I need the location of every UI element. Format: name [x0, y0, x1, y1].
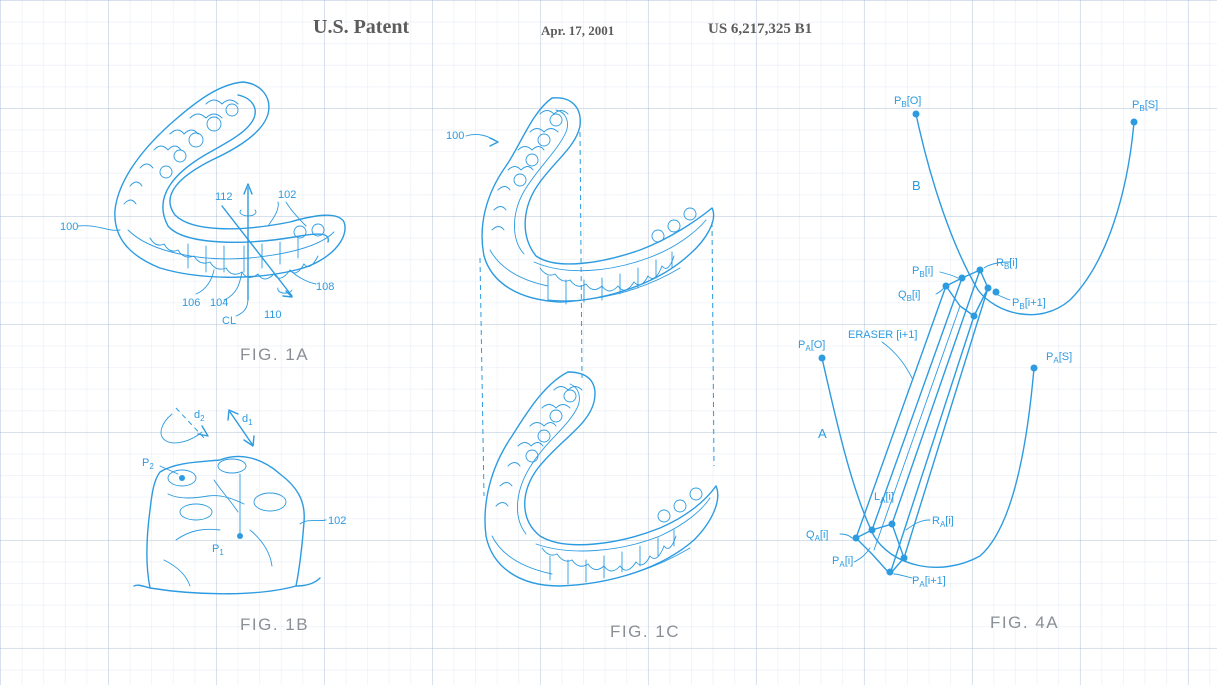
fig-1a-label-108: 108: [316, 281, 334, 293]
fig-4a-label-qai: QA[i]: [806, 529, 828, 543]
fig-4a-point-pbi1-a: [985, 285, 992, 292]
fig-1a-label-cl: CL: [222, 315, 236, 327]
fig-1a-leader-100: [78, 226, 120, 231]
fig-1a-axis-diagonal: [222, 206, 292, 296]
fig-4a-point-rai: [869, 527, 876, 534]
fig-1b-label-102: 102: [328, 515, 346, 527]
fig-1a-dental-arch: [115, 82, 345, 279]
fig-4a-leader-pai1: [894, 574, 912, 578]
fig-4a-point-pbi: [959, 275, 966, 282]
fig-1c-label-100: 100: [446, 130, 464, 142]
fig-4a-label-pbi1: PB[i+1]: [1012, 297, 1046, 311]
fig-4a-point-pai1: [887, 569, 894, 576]
fig-1a-leader-104: [224, 272, 242, 300]
fig-1a-label-102: 102: [278, 189, 296, 201]
fig-4a-point-pa0: [819, 355, 826, 362]
fig-1b: d2 d1 P2 P1 102 FIG. 1B: [134, 408, 346, 634]
fig-1a-leader-cl: [236, 298, 248, 316]
fig-4a-leader-pbi1: [996, 294, 1010, 300]
fig-1a-label-106: 106: [182, 297, 200, 309]
fig-4a-label-b: B: [912, 178, 921, 193]
fig-4a-label-eraser: ERASER [i+1]: [848, 329, 917, 341]
fig-4a-point-pas: [1031, 365, 1038, 372]
fig-1c-leader-100: [466, 134, 498, 142]
fig-4a-label-rai: RA[i]: [932, 515, 954, 529]
fig-1c-projection-left: [480, 258, 484, 496]
fig-1a-leader-108: [290, 270, 316, 284]
fig-4a: PB[O] PB[S] B PB[i] RB[i] QB[i] PB[i+1] …: [798, 95, 1158, 632]
fig-1b-label-p2: P2: [142, 457, 154, 471]
fig-4a-caption: FIG. 4A: [990, 613, 1059, 632]
fig-1a-label-110: 110: [264, 309, 282, 321]
fig-4a-label-rbi: RB[i]: [996, 257, 1018, 271]
fig-4a-label-pa0: PA[O]: [798, 339, 825, 353]
fig-1c-lower-aligner: [485, 372, 718, 586]
fig-1a-label-112: 112: [215, 191, 233, 203]
fig-1b-d2-arrowhead: [198, 426, 208, 436]
fig-4a-leader-pbi: [940, 272, 958, 278]
fig-4a-label-pbi: PB[i]: [912, 265, 933, 279]
fig-1b-label-d2: d2: [194, 409, 205, 423]
fig-1b-d1-line: [230, 412, 252, 444]
fig-4a-leader-rai: [906, 520, 930, 530]
fig-1a-leader-106: [196, 270, 214, 294]
fig-1b-label-d1: d1: [242, 413, 253, 427]
fig-4a-label-qbi: QB[i]: [898, 289, 920, 303]
fig-1c-projection-center: [580, 132, 582, 378]
fig-4a-eraser-bottom: [856, 524, 904, 574]
fig-1b-caption: FIG. 1B: [240, 615, 309, 634]
fig-1c-projection-right: [712, 222, 714, 466]
fig-1c-caption: FIG. 1C: [610, 622, 680, 641]
fig-4a-label-pai: PA[i]: [832, 555, 853, 569]
fig-1b-point-p2: [179, 475, 185, 481]
fig-4a-label-pai1: PA[i+1]: [912, 575, 946, 589]
fig-4a-label-lai: LA[i]: [874, 491, 894, 505]
fig-4a-point-bottom-b: [971, 313, 978, 320]
fig-4a-label-pb0: PB[O]: [894, 95, 921, 109]
fig-1a-label-104: 104: [210, 297, 228, 309]
fig-1c-arrow-100: [490, 138, 498, 146]
fig-1a-label-100: 100: [60, 221, 78, 233]
fig-1b-tooth: [134, 456, 320, 593]
fig-4a-label-a: A: [818, 426, 827, 441]
fig-1a-caption: FIG. 1A: [240, 345, 309, 364]
fig-4a-point-lai: [889, 521, 896, 528]
fig-1a-rotation-arc-110: [278, 288, 292, 293]
fig-4a-label-pbs: PB[S]: [1132, 99, 1158, 113]
fig-4a-leader-eraser: [882, 342, 912, 378]
fig-4a-point-pai: [901, 555, 908, 562]
fig-4a-point-rbi: [977, 267, 984, 274]
fig-1b-label-p1: P1: [212, 543, 224, 557]
fig-4a-point-pbs: [1131, 119, 1138, 126]
fig-4a-eraser-inner: [874, 306, 960, 550]
fig-1c: 100: [446, 98, 718, 641]
fig-4a-point-pb0: [913, 111, 920, 118]
fig-1a: 100 112 102 106 104 108 CL 110 FIG. 1A: [60, 82, 345, 364]
fig-4a-leader-qai: [840, 534, 852, 538]
fig-1c-upper-aligner: [482, 98, 714, 304]
fig-4a-label-pas: PA[S]: [1046, 351, 1072, 365]
fig-1b-point-p1: [237, 533, 243, 539]
fig-4a-point-qai: [853, 535, 860, 542]
